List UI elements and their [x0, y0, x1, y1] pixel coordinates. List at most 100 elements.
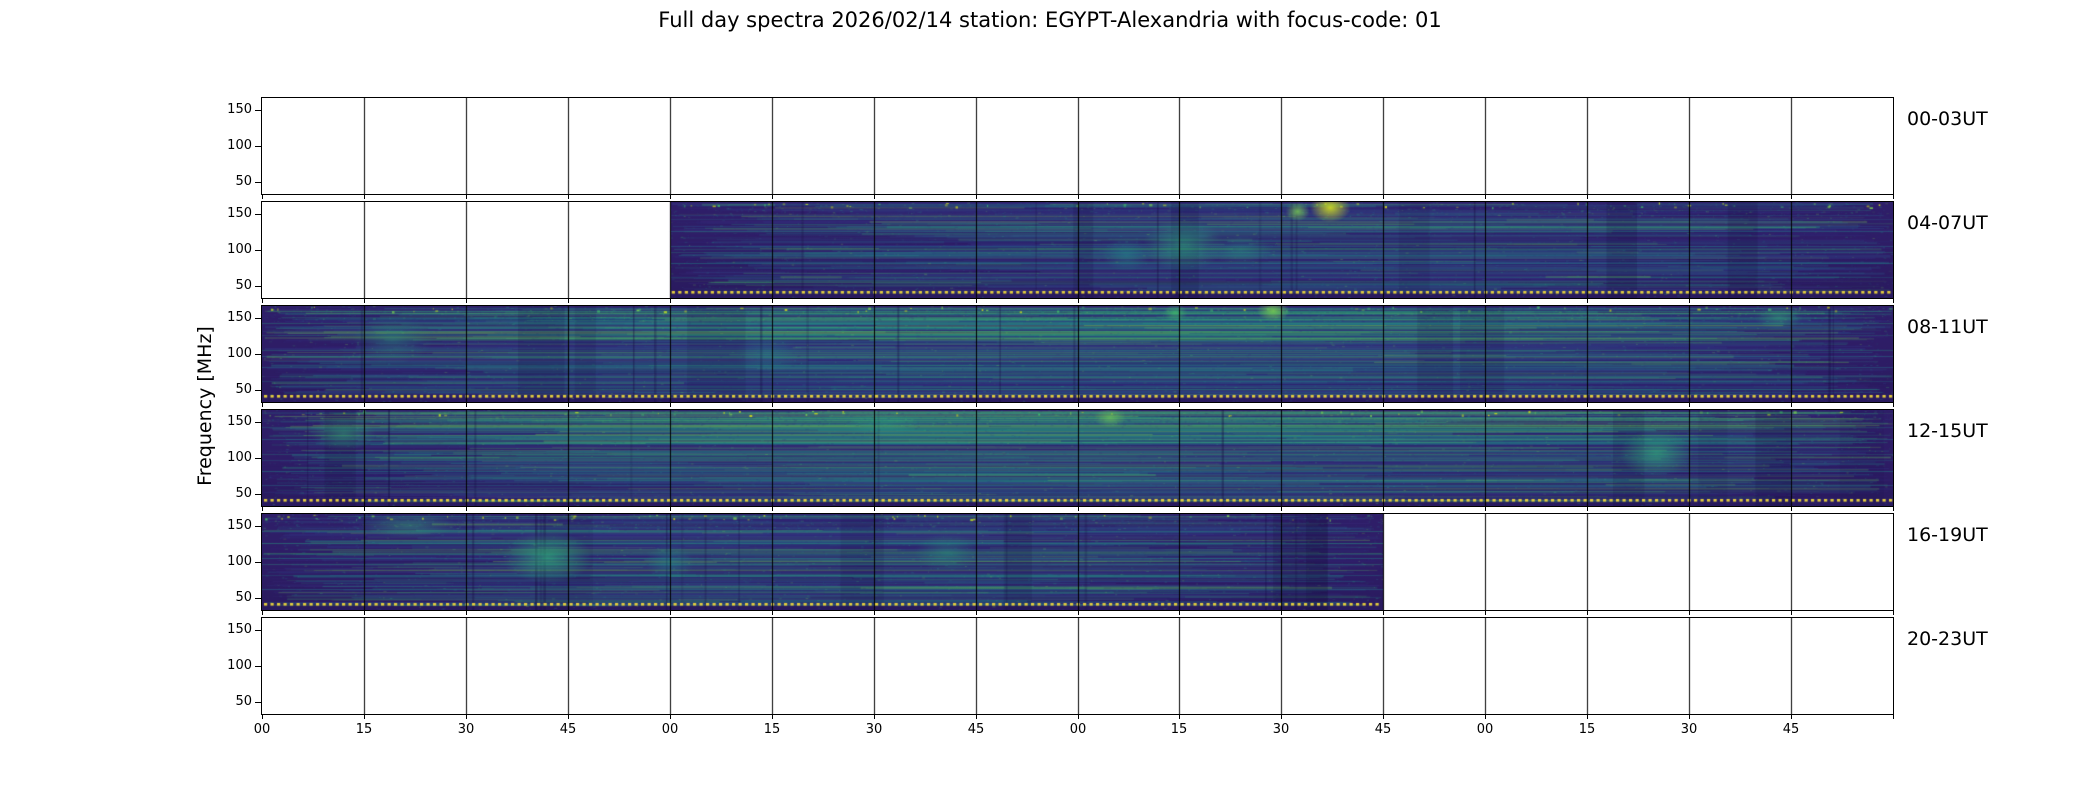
- x-tick-mark: [1587, 403, 1588, 407]
- y-tick-mark: [255, 630, 261, 631]
- row-label-08-11UT: 08-11UT: [1907, 316, 1988, 338]
- row-label-16-19UT: 16-19UT: [1907, 524, 1988, 546]
- x-tick-mark: [976, 299, 977, 303]
- x-tick-mark: [364, 715, 365, 719]
- y-tick-label: 50: [235, 278, 252, 293]
- x-tick-mark: [874, 507, 875, 511]
- spectrogram-canvas-08-11UT: [262, 306, 1893, 402]
- x-tick-mark: [1791, 299, 1792, 303]
- x-tick-mark: [1893, 403, 1894, 407]
- x-tick-mark: [568, 507, 569, 511]
- y-tick-mark: [255, 182, 261, 183]
- x-tick-mark: [1383, 715, 1384, 719]
- x-tick-mark: [1689, 195, 1690, 199]
- x-tick-mark: [1179, 299, 1180, 303]
- x-tick-mark: [364, 403, 365, 407]
- x-tick-mark: [1791, 715, 1792, 719]
- x-tick-label: 30: [1272, 722, 1290, 737]
- spectrogram-canvas-16-19UT: [262, 514, 1893, 610]
- y-tick-label: 100: [227, 242, 252, 257]
- x-tick-mark: [772, 299, 773, 303]
- y-tick-mark: [255, 562, 261, 563]
- x-tick-mark: [1281, 715, 1282, 719]
- spectra-row-panel-04-07UT: [261, 201, 1894, 299]
- x-tick-mark: [568, 299, 569, 303]
- row-label-00-03UT: 00-03UT: [1907, 108, 1988, 130]
- x-tick-mark: [262, 507, 263, 511]
- x-tick-label: 15: [355, 722, 373, 737]
- x-tick-mark: [262, 299, 263, 303]
- y-tick-label: 100: [227, 450, 252, 465]
- x-tick-label: 45: [559, 722, 577, 737]
- y-tick-label: 150: [227, 518, 252, 533]
- x-tick-mark: [466, 299, 467, 303]
- y-tick-mark: [255, 666, 261, 667]
- x-tick-mark: [1893, 299, 1894, 303]
- y-tick-mark: [255, 390, 261, 391]
- x-tick-label: 45: [1782, 722, 1800, 737]
- x-tick-mark: [1179, 195, 1180, 199]
- x-tick-mark: [1179, 715, 1180, 719]
- x-tick-mark: [466, 611, 467, 615]
- x-tick-mark: [1078, 299, 1079, 303]
- y-tick-mark: [255, 146, 261, 147]
- x-tick-mark: [364, 299, 365, 303]
- y-tick-mark: [255, 214, 261, 215]
- y-tick-label: 50: [235, 174, 252, 189]
- x-tick-mark: [670, 507, 671, 511]
- x-tick-mark: [1281, 195, 1282, 199]
- x-tick-mark: [1078, 403, 1079, 407]
- y-tick-mark: [255, 110, 261, 111]
- y-tick-mark: [255, 598, 261, 599]
- x-tick-mark: [466, 715, 467, 719]
- x-tick-mark: [262, 715, 263, 719]
- y-tick-label: 100: [227, 138, 252, 153]
- x-tick-mark: [262, 611, 263, 615]
- y-tick-mark: [255, 250, 261, 251]
- x-tick-mark: [1281, 611, 1282, 615]
- x-tick-mark: [1281, 507, 1282, 511]
- x-tick-mark: [1383, 611, 1384, 615]
- x-tick-mark: [1587, 715, 1588, 719]
- x-tick-label: 15: [763, 722, 781, 737]
- x-tick-mark: [1281, 299, 1282, 303]
- y-tick-label: 150: [227, 414, 252, 429]
- x-tick-mark: [1078, 611, 1079, 615]
- y-tick-label: 100: [227, 658, 252, 673]
- x-tick-mark: [670, 611, 671, 615]
- x-tick-mark: [1078, 715, 1079, 719]
- x-tick-label: 00: [1069, 722, 1087, 737]
- x-tick-label: 00: [253, 722, 271, 737]
- y-tick-mark: [255, 354, 261, 355]
- x-tick-mark: [772, 195, 773, 199]
- y-tick-label: 50: [235, 486, 252, 501]
- x-tick-mark: [1179, 611, 1180, 615]
- x-tick-mark: [1689, 715, 1690, 719]
- y-tick-mark: [255, 526, 261, 527]
- y-tick-mark: [255, 422, 261, 423]
- x-tick-label: 00: [1476, 722, 1494, 737]
- x-tick-mark: [1587, 507, 1588, 511]
- x-tick-mark: [1078, 507, 1079, 511]
- x-tick-label: 00: [661, 722, 679, 737]
- x-tick-mark: [1485, 507, 1486, 511]
- x-tick-mark: [1893, 611, 1894, 615]
- x-tick-mark: [262, 403, 263, 407]
- x-tick-mark: [1078, 195, 1079, 199]
- x-tick-mark: [466, 195, 467, 199]
- y-tick-mark: [255, 494, 261, 495]
- spectra-row-panel-00-03UT: [261, 97, 1894, 195]
- x-tick-mark: [1587, 299, 1588, 303]
- x-tick-mark: [1689, 299, 1690, 303]
- x-tick-mark: [1383, 299, 1384, 303]
- x-tick-mark: [1383, 507, 1384, 511]
- x-tick-mark: [1791, 611, 1792, 615]
- y-tick-mark: [255, 286, 261, 287]
- x-tick-label: 30: [865, 722, 883, 737]
- x-tick-mark: [1383, 403, 1384, 407]
- x-tick-mark: [1689, 403, 1690, 407]
- x-tick-mark: [976, 611, 977, 615]
- spectrogram-canvas-12-15UT: [262, 410, 1893, 506]
- x-tick-mark: [976, 403, 977, 407]
- y-tick-label: 150: [227, 622, 252, 637]
